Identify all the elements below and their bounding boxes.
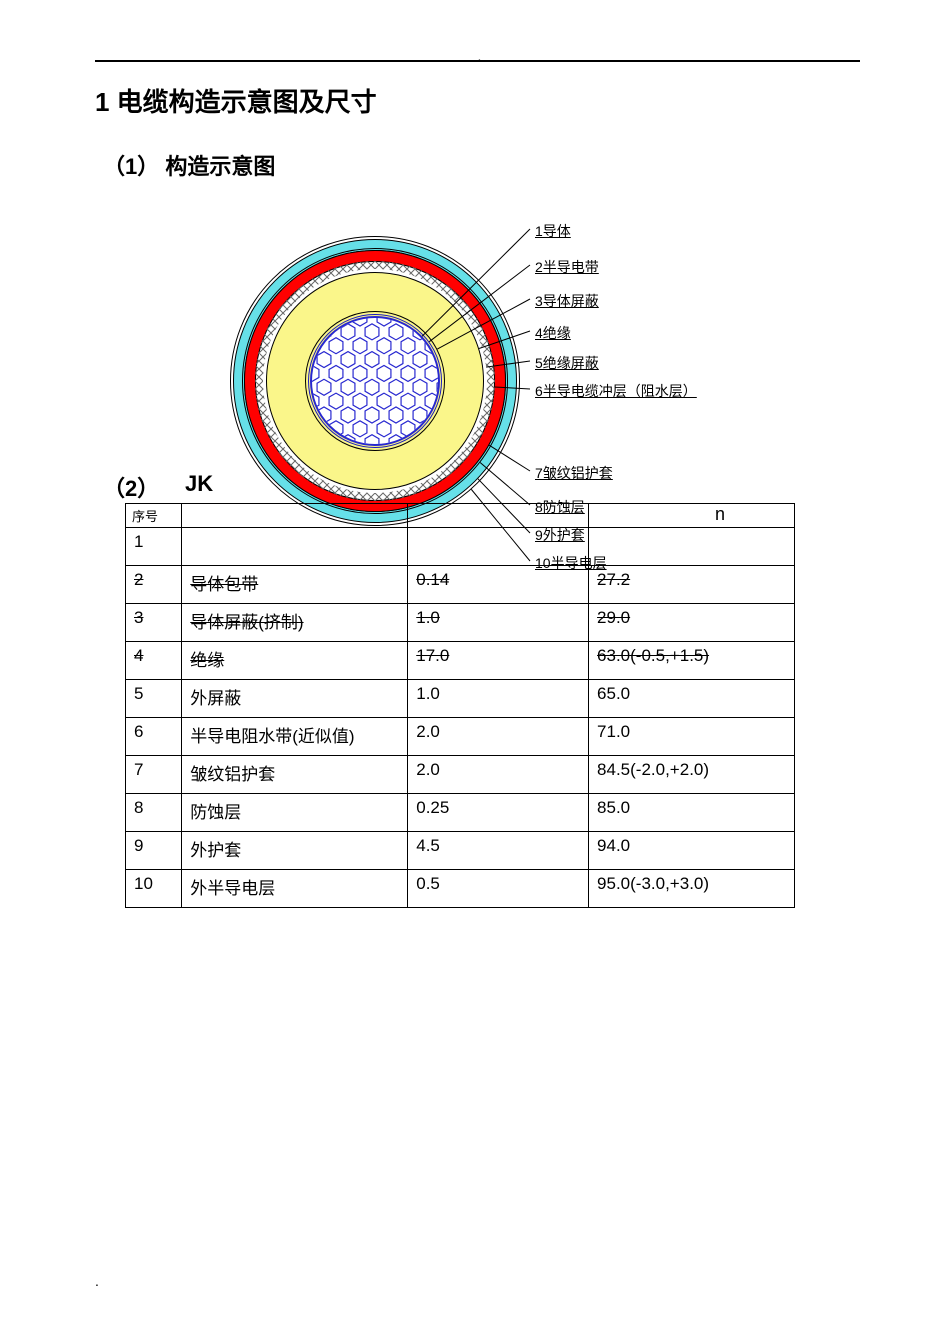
cell-name: 半导电阻水带(近似值)	[182, 718, 408, 756]
cell-diameter: 94.0	[589, 832, 795, 870]
cell-thickness: 4.5	[408, 832, 589, 870]
cell-thickness: 17.0	[408, 642, 589, 680]
table-row: 10外半导电层0.595.0(-3.0,+3.0)	[126, 870, 795, 908]
cell-thickness: 1.0	[408, 604, 589, 642]
cell-diameter: 29.0	[589, 604, 795, 642]
cell-thickness: 0.25	[408, 794, 589, 832]
cell-diameter: 71.0	[589, 718, 795, 756]
cell-diameter: 27.2	[589, 566, 795, 604]
layer-label-2: 2半导电带	[535, 257, 599, 277]
section-2: （2） JK n 序号 12导体包带0.1427.23导体屏蔽(挤制)1.029…	[95, 471, 860, 908]
cell-name: 皱纹铝护套	[182, 756, 408, 794]
sub-heading-1: （1） 构造示意图	[103, 149, 860, 181]
cable-dimensions-table: 序号 12导体包带0.1427.23导体屏蔽(挤制)1.029.04绝缘17.0…	[125, 503, 795, 908]
sub-heading-2-jk: JK	[185, 471, 213, 497]
table-body: 12导体包带0.1427.23导体屏蔽(挤制)1.029.04绝缘17.063.…	[126, 528, 795, 908]
cell-thickness	[408, 528, 589, 566]
cell-thickness: 0.14	[408, 566, 589, 604]
th-diameter	[589, 504, 795, 528]
cell-diameter: 95.0(-3.0,+3.0)	[589, 870, 795, 908]
th-name	[182, 504, 408, 528]
cell-name: 导体屏蔽(挤制)	[182, 604, 408, 642]
header-dot: .	[478, 48, 482, 64]
cell-index: 7	[126, 756, 182, 794]
cell-diameter: 84.5(-2.0,+2.0)	[589, 756, 795, 794]
cell-thickness: 0.5	[408, 870, 589, 908]
cell-diameter: 85.0	[589, 794, 795, 832]
sub-heading-2-num: （2）	[103, 471, 159, 503]
cell-diameter	[589, 528, 795, 566]
conductor-core	[310, 316, 440, 446]
table-row: 9外护套4.594.0	[126, 832, 795, 870]
cell-index: 8	[126, 794, 182, 832]
cell-index: 9	[126, 832, 182, 870]
header-rule: .	[95, 60, 860, 62]
cell-name: 外屏蔽	[182, 680, 408, 718]
table-row: 3导体屏蔽(挤制)1.029.0	[126, 604, 795, 642]
table-row: 4绝缘17.063.0(-0.5,+1.5)	[126, 642, 795, 680]
page: . 1 电缆构造示意图及尺寸 （1） 构造示意图 1导体 2半导电带 3导体屏蔽 4绝…	[0, 0, 950, 1344]
layer-label-1: 1导体	[535, 221, 571, 241]
cell-thickness: 1.0	[408, 680, 589, 718]
table-row: 8防蚀层0.2585.0	[126, 794, 795, 832]
layer-label-3: 3导体屏蔽	[535, 291, 599, 311]
cell-thickness: 2.0	[408, 756, 589, 794]
cell-diameter: 63.0(-0.5,+1.5)	[589, 642, 795, 680]
cell-index: 5	[126, 680, 182, 718]
layer-label-5: 5绝缘屏蔽	[535, 353, 599, 373]
th-index: 序号	[126, 504, 182, 528]
cell-index: 1	[126, 528, 182, 566]
cell-index: 4	[126, 642, 182, 680]
cell-index: 6	[126, 718, 182, 756]
th-thickness	[408, 504, 589, 528]
footer-dot: .	[95, 1273, 99, 1289]
table-row: 7皱纹铝护套2.084.5(-2.0,+2.0)	[126, 756, 795, 794]
cell-thickness: 2.0	[408, 718, 589, 756]
cell-index: 2	[126, 566, 182, 604]
cell-index: 3	[126, 604, 182, 642]
cell-name: 防蚀层	[182, 794, 408, 832]
table-row: 5外屏蔽1.065.0	[126, 680, 795, 718]
cell-name: 导体包带	[182, 566, 408, 604]
table-row: 6半导电阻水带(近似值)2.071.0	[126, 718, 795, 756]
cell-name: 外半导电层	[182, 870, 408, 908]
layer-label-4: 4绝缘	[535, 323, 571, 343]
layer-label-6: 6半导电缆冲层（阻水层）	[535, 381, 697, 401]
table-row: 1	[126, 528, 795, 566]
main-heading: 1 电缆构造示意图及尺寸	[95, 82, 860, 119]
table-header-row: 序号	[126, 504, 795, 528]
cell-index: 10	[126, 870, 182, 908]
cell-name: 绝缘	[182, 642, 408, 680]
table-row: 2导体包带0.1427.2	[126, 566, 795, 604]
orphan-n: n	[715, 504, 725, 525]
cell-name	[182, 528, 408, 566]
cell-diameter: 65.0	[589, 680, 795, 718]
cell-name: 外护套	[182, 832, 408, 870]
